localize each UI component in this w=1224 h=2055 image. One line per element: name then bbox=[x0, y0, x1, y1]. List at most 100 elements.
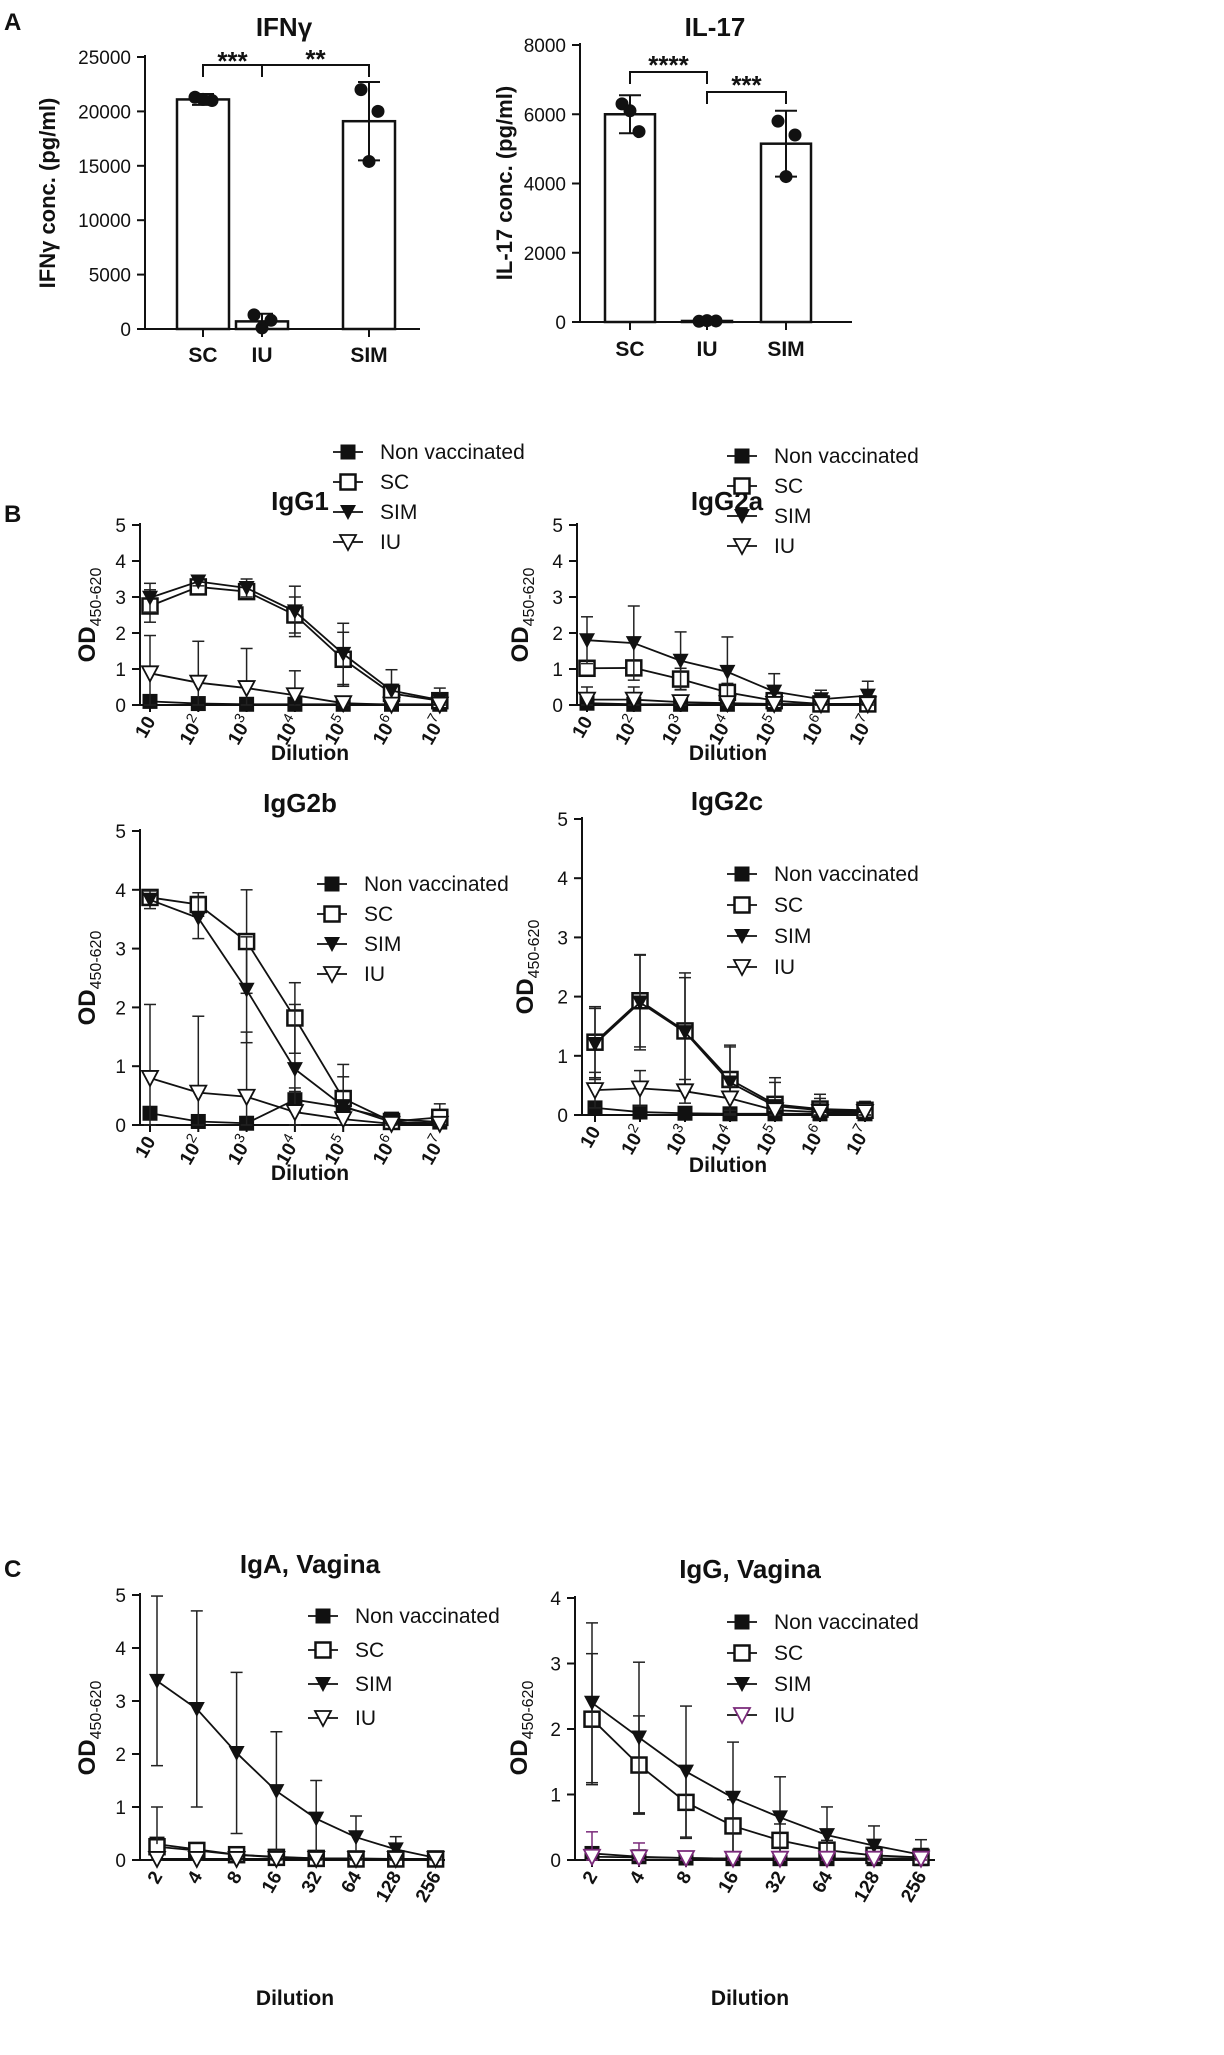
x-tick-label: 32 bbox=[762, 1868, 791, 1897]
y-tick-label: 10000 bbox=[78, 211, 131, 232]
marker-triangle-filled bbox=[678, 1764, 694, 1780]
legend-label: SIM bbox=[380, 501, 417, 524]
y-tick-label: 2 bbox=[557, 988, 568, 1009]
legend-label: Non vaccinated bbox=[355, 1605, 500, 1628]
x-tick-base: 10 bbox=[658, 720, 687, 749]
x-tick-label: 4 bbox=[184, 1868, 208, 1888]
chart-title: IgG2b bbox=[263, 788, 337, 818]
marker-triangle-filled bbox=[315, 1677, 331, 1692]
chart-title: IL-17 bbox=[685, 12, 746, 42]
marker-square-filled bbox=[734, 448, 750, 464]
x-tick-label: 105 bbox=[748, 1120, 785, 1158]
x-tick-base: 64 bbox=[809, 1868, 838, 1897]
marker-triangle-open bbox=[671, 694, 691, 713]
marker-triangle-filled bbox=[632, 995, 648, 1011]
y-tick-label: 3 bbox=[557, 928, 568, 949]
x-tick-base: 10 bbox=[176, 1140, 205, 1169]
marker-square-filled bbox=[734, 1614, 750, 1630]
x-tick-label: 107 bbox=[841, 710, 878, 748]
chart-title: IgG2a bbox=[691, 486, 764, 516]
legend-label: Non vaccinated bbox=[380, 441, 525, 464]
category-label: SC bbox=[615, 338, 644, 361]
x-tick-label: 8 bbox=[673, 1868, 696, 1888]
marker-triangle-open bbox=[430, 1115, 450, 1134]
y-axis-label-main: OD bbox=[507, 626, 534, 662]
x-tick-label: 256 bbox=[412, 1868, 446, 1906]
legend-label: SIM bbox=[774, 925, 811, 948]
x-tick-label: 10 bbox=[569, 713, 598, 742]
marker-triangle-filled bbox=[142, 892, 158, 908]
x-tick-label: 106 bbox=[794, 710, 831, 748]
marker-triangle-open bbox=[770, 1850, 790, 1869]
x-tick-base: 10 bbox=[845, 720, 874, 749]
marker-triangle-open bbox=[382, 1115, 401, 1134]
x-tick-base: 10 bbox=[417, 720, 446, 749]
significance-label: **** bbox=[648, 50, 689, 80]
x-tick-base: 10 bbox=[798, 1130, 827, 1159]
legend-label: SC bbox=[774, 475, 803, 498]
x-tick-label: 106 bbox=[365, 1130, 402, 1168]
x-tick-label: 2 bbox=[579, 1868, 602, 1888]
category-label: IU bbox=[252, 344, 273, 367]
chart-title: IFNγ bbox=[256, 12, 313, 42]
legend-label: IU bbox=[364, 963, 385, 986]
marker-triangle-open bbox=[630, 1080, 650, 1099]
y-tick-label: 0 bbox=[550, 1851, 561, 1872]
y-axis-label: IFNγ conc. (pg/ml) bbox=[35, 98, 60, 289]
y-tick-label: 0 bbox=[555, 313, 566, 334]
legend-label: SIM bbox=[774, 505, 811, 528]
marker-triangle-open bbox=[313, 1710, 333, 1728]
legend-label: Non vaccinated bbox=[774, 863, 919, 886]
x-tick-base: 10 bbox=[176, 720, 205, 749]
x-tick-label: 104 bbox=[703, 1120, 740, 1158]
chart-igg-vagina: IgG, Vagina OD450-620 0 1 2 3 4 2 4 8 16 32 64 128 256… bbox=[506, 1554, 935, 2010]
significance-bracket bbox=[706, 91, 787, 104]
marker-square-filled bbox=[340, 444, 356, 460]
y-axis-label: OD450-620 bbox=[506, 1681, 537, 1776]
y-tick-label: 2 bbox=[550, 1720, 561, 1741]
x-tick-label: 103 bbox=[658, 1120, 695, 1158]
x-tick-label: 107 bbox=[413, 1130, 450, 1168]
legend: Non vaccinated SC SIM IU bbox=[727, 863, 919, 979]
x-tick-label: 4 bbox=[626, 1868, 650, 1888]
marker-triangle-open bbox=[732, 1707, 752, 1725]
chart-ifng: IFNγ IFNγ conc. (pg/ml) 0 5000 10000 15000 200… bbox=[35, 12, 420, 367]
marker-triangle-open bbox=[911, 1850, 931, 1869]
x-tick-base: 10 bbox=[569, 713, 598, 742]
y-tick-label: 1 bbox=[557, 1047, 568, 1068]
legend-label: SC bbox=[355, 1639, 384, 1662]
x-tick-label: 10 bbox=[132, 713, 161, 742]
marker-square-filled bbox=[324, 876, 340, 892]
y-tick-label: 1 bbox=[552, 660, 563, 681]
marker-triangle-filled bbox=[324, 937, 340, 952]
x-tick-label: 2 bbox=[144, 1868, 167, 1888]
legend-label: SIM bbox=[364, 933, 401, 956]
category-label: SIM bbox=[767, 338, 804, 361]
legend-label: IU bbox=[774, 956, 795, 979]
marker-triangle-open bbox=[675, 1083, 695, 1102]
marker-triangle-filled bbox=[625, 636, 642, 652]
y-tick-label: 2 bbox=[115, 1745, 126, 1766]
y-axis-label-main: OD bbox=[506, 1739, 533, 1775]
y-tick-label: 0 bbox=[115, 696, 126, 717]
panel-label-a: A bbox=[4, 9, 21, 36]
legend-label: IU bbox=[355, 1707, 376, 1730]
marker-triangle-open bbox=[140, 1070, 160, 1088]
y-tick-label: 2 bbox=[115, 624, 126, 645]
marker-triangle-open bbox=[386, 1851, 406, 1869]
marker-triangle-filled bbox=[766, 684, 783, 700]
y-axis-label-main: OD bbox=[74, 626, 101, 662]
marker-square-open bbox=[314, 1641, 332, 1659]
legend-label: IU bbox=[774, 535, 795, 558]
data-point bbox=[632, 125, 646, 139]
y-tick-label: 1 bbox=[115, 660, 126, 681]
marker-triangle-open bbox=[732, 538, 752, 556]
y-tick-label: 3 bbox=[115, 588, 126, 609]
y-tick-label: 20000 bbox=[78, 102, 131, 123]
x-tick-label: 10 bbox=[577, 1123, 606, 1152]
legend: Non vaccinated SC SIM IU bbox=[333, 441, 525, 554]
